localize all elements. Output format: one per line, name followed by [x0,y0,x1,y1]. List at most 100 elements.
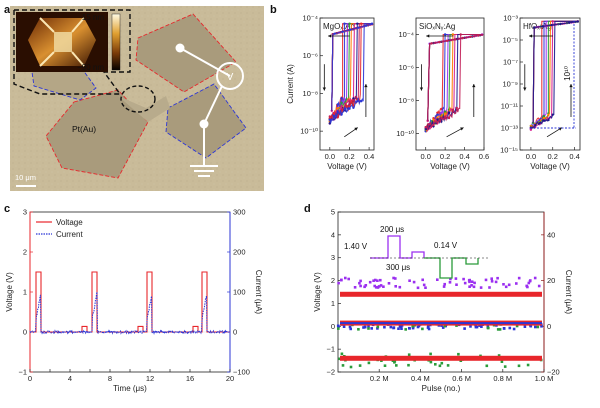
iv-point [453,38,457,41]
iv-point [477,34,480,37]
current-point [394,277,397,280]
current-point [374,278,377,282]
current-point [503,365,507,368]
current-point [367,325,370,328]
x-tick-label: 0.6 [479,152,489,161]
inset-max-label: 15 nm [82,13,105,22]
axes-frame [319,17,375,151]
current-point [408,279,411,282]
current-point [421,327,424,331]
sweep-arrowhead [472,84,476,88]
y-tick-label: −2 [326,368,335,377]
current-point [372,279,375,282]
iv-point [440,107,443,111]
current-point [517,276,521,280]
current-point [363,285,366,289]
y-axis-label: Voltage (V) [313,272,322,312]
iv-point [443,33,447,36]
current-point [383,364,387,367]
current-point [337,327,340,330]
waveform-reset [424,257,479,279]
current-point [364,284,368,287]
iv-point [344,107,347,111]
current-point [383,325,386,329]
voltage-level-band [340,291,542,297]
panel-a: a [4,4,264,191]
current-point [468,285,471,288]
y-tick-label: 10⁻¹¹ [501,102,519,111]
sweep-arrow [446,127,464,138]
y-tick-label: −1 [18,368,27,377]
current-point [536,325,540,329]
junction-bridge [118,96,170,122]
plot-title: SiOₓNᵧ:Ag [419,22,455,31]
current-point [398,285,402,289]
current-point [454,277,458,280]
iv-point [529,128,533,131]
y-tick-label: 10⁻⁸ [303,89,318,98]
current-point [368,280,372,284]
current-point [484,278,488,282]
current-point [534,325,537,329]
x-tick-label: 20 [226,374,234,383]
iv-point [343,22,346,25]
iv-point [443,115,447,118]
current-point [457,352,460,356]
current-point [348,325,352,329]
current-point [533,276,537,280]
iv-point [459,33,462,36]
sweep-arrowhead [529,34,533,38]
current-point [379,278,382,282]
legend-voltage-label: Voltage [56,218,83,227]
current-point [523,325,527,328]
y-tick-label: 10⁻⁹ [502,80,518,89]
iv-point [547,118,550,122]
current-point [440,324,443,327]
current-point [529,324,533,328]
y2-tick-label: 300 [233,208,246,217]
current-point [359,279,362,283]
current-point [470,280,474,283]
current-point [340,278,343,282]
iv-point [533,26,536,29]
y-tick-label: 2 [331,276,335,285]
current-point [473,281,476,285]
current-point [367,361,371,365]
current-point [448,281,452,284]
current-point [462,277,465,281]
iv-point [551,20,554,23]
current-point [421,278,424,282]
current-point [463,281,467,285]
y-tick-label: 10⁻⁶ [399,63,414,72]
iv-point [436,111,439,115]
sweep-arrowhead [364,84,368,88]
iv-plot-sion: SiOₓNᵧ:Ag 0.0 0.2 0.4 0.6 Voltage (V) 10⁻⁴ 10⁻⁶… [396,17,489,171]
sweep-arrowhead [328,34,332,38]
current-point [494,280,498,284]
current-point [349,365,353,369]
sweep-arrowhead [354,127,358,131]
current-point [502,327,506,330]
iv-point [340,101,343,105]
iv-point [550,23,553,27]
panel-label-d: d [304,203,311,215]
y-tick-label: 2 [23,248,27,257]
current-point [411,325,414,328]
current-point [397,327,400,330]
current-point [387,282,391,285]
sweep-arrowhead [426,34,430,38]
y-tick-label: 3 [331,253,335,262]
current-point [515,324,519,328]
current-point [496,276,499,280]
current-point [472,285,476,289]
current-point [417,324,421,328]
iv-point [336,110,339,113]
y2-tick-label: 200 [233,248,246,257]
voltmeter-label: V [227,72,234,83]
current-point [488,286,491,289]
iv-point [542,119,546,122]
current-point [349,327,352,331]
iv-point [542,116,546,120]
y2-tick-label: 20 [547,276,555,285]
